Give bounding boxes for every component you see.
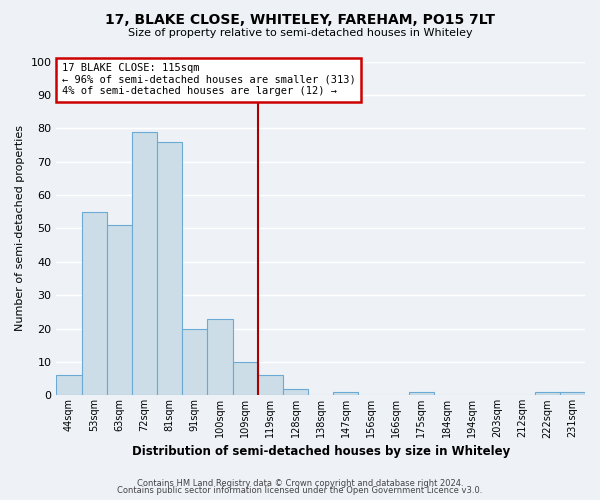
Text: 17, BLAKE CLOSE, WHITELEY, FAREHAM, PO15 7LT: 17, BLAKE CLOSE, WHITELEY, FAREHAM, PO15… <box>105 12 495 26</box>
Bar <box>560 392 585 396</box>
Text: Contains HM Land Registry data © Crown copyright and database right 2024.: Contains HM Land Registry data © Crown c… <box>137 478 463 488</box>
Bar <box>132 132 157 396</box>
Bar <box>283 388 308 396</box>
Text: 17 BLAKE CLOSE: 115sqm
← 96% of semi-detached houses are smaller (313)
4% of sem: 17 BLAKE CLOSE: 115sqm ← 96% of semi-det… <box>62 63 355 96</box>
Bar <box>107 225 132 396</box>
Bar <box>333 392 358 396</box>
Bar <box>56 376 82 396</box>
Bar <box>258 376 283 396</box>
Bar <box>233 362 258 396</box>
Y-axis label: Number of semi-detached properties: Number of semi-detached properties <box>15 126 25 332</box>
Bar <box>157 142 182 396</box>
Bar <box>82 212 107 396</box>
X-axis label: Distribution of semi-detached houses by size in Whiteley: Distribution of semi-detached houses by … <box>131 444 510 458</box>
Bar <box>535 392 560 396</box>
Bar <box>182 328 208 396</box>
Text: Contains public sector information licensed under the Open Government Licence v3: Contains public sector information licen… <box>118 486 482 495</box>
Bar <box>409 392 434 396</box>
Text: Size of property relative to semi-detached houses in Whiteley: Size of property relative to semi-detach… <box>128 28 472 38</box>
Bar <box>208 318 233 396</box>
